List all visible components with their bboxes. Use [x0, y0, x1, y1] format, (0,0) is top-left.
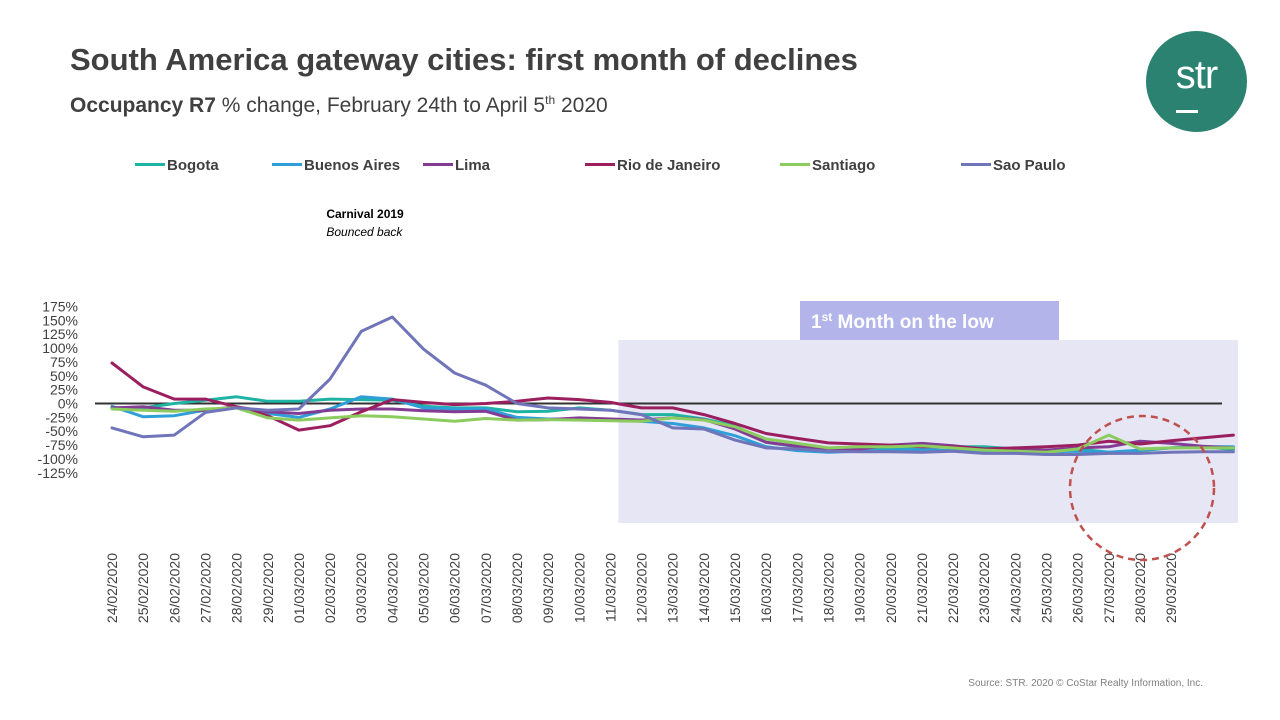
x-tick-label: 19/03/2020 — [852, 553, 868, 623]
legend-item: Buenos Aires — [272, 157, 400, 177]
x-tick-label: 28/03/2020 — [1132, 553, 1148, 623]
subtitle-year: 2020 — [555, 94, 608, 117]
subtitle-bold: Occupancy R7 — [70, 94, 216, 117]
x-tick-label: 17/03/2020 — [789, 553, 805, 623]
highlight-label-box — [800, 301, 1059, 340]
x-tick-label: 27/02/2020 — [197, 553, 213, 623]
series-line-rio-de-janeiro — [110, 361, 1235, 451]
legend-item: Santiago — [780, 157, 875, 177]
y-tick-label: -50% — [45, 423, 78, 439]
highlight-label: 1st Month on the low — [811, 310, 994, 333]
legend-label: Bogota — [167, 157, 219, 174]
x-tick-label: 24/02/2020 — [104, 553, 120, 623]
legend-label: Buenos Aires — [304, 157, 401, 174]
x-tick-label: 29/02/2020 — [260, 553, 276, 623]
x-tick-label: 10/03/2020 — [571, 553, 587, 623]
subtitle-text: % change, February 24th to April 5 — [215, 94, 546, 117]
x-tick-label: 25/02/2020 — [135, 553, 151, 623]
x-tick-label: 27/03/2020 — [1101, 553, 1117, 623]
y-tick-label: 25% — [50, 382, 78, 398]
legend-label: Sao Paulo — [993, 157, 1066, 174]
series-line-santiago — [110, 406, 1235, 454]
x-tick-label: 26/03/2020 — [1070, 553, 1086, 623]
y-tick-label: 75% — [50, 354, 78, 370]
x-tick-label: 15/03/2020 — [727, 553, 743, 623]
legend-swatch — [272, 162, 302, 166]
x-tick-label: 26/02/2020 — [166, 553, 182, 623]
page-subtitle: Occupancy R7 % change, February 24th to … — [70, 93, 608, 118]
legend-item: Lima — [423, 157, 490, 177]
page-title: South America gateway cities: first mont… — [70, 42, 858, 77]
legend-item: Sao Paulo — [961, 157, 1066, 177]
x-tick-label: 14/03/2020 — [696, 553, 712, 623]
legend-swatch — [423, 162, 453, 166]
legend-item: Bogota — [135, 157, 219, 177]
x-tick-label: 05/03/2020 — [416, 553, 432, 623]
rebound-highlight-circle — [1068, 414, 1216, 562]
x-tick-label: 03/03/2020 — [353, 553, 369, 623]
x-tick-label: 04/03/2020 — [384, 553, 400, 623]
subtitle-sup: th — [545, 93, 556, 107]
x-tick-label: 24/03/2020 — [1007, 553, 1023, 623]
source-note: Source: STR. 2020 © CoStar Realty Inform… — [968, 678, 1203, 689]
legend-label: Santiago — [812, 157, 876, 174]
x-tick-label: 23/03/2020 — [976, 553, 992, 623]
x-tick-label: 12/03/2020 — [634, 553, 650, 623]
y-tick-label: -125% — [38, 465, 78, 481]
series-line-sao-paulo — [110, 315, 1235, 456]
x-tick-label: 02/03/2020 — [322, 553, 338, 623]
x-tick-label: 06/03/2020 — [447, 553, 463, 623]
x-tick-label: 22/03/2020 — [945, 553, 961, 623]
x-tick-label: 09/03/2020 — [540, 553, 556, 623]
logo-underline — [1176, 110, 1198, 113]
y-tick-label: 0% — [58, 396, 78, 412]
x-tick-label: 13/03/2020 — [665, 553, 681, 623]
y-tick-label: 100% — [42, 340, 78, 356]
x-tick-label: 29/03/2020 — [1163, 553, 1179, 623]
logo-text: str — [1175, 53, 1218, 97]
x-tick-label: 18/03/2020 — [820, 553, 836, 623]
y-tick-label: -25% — [45, 409, 78, 425]
str-logo: str — [1146, 31, 1247, 132]
carnival-annotation: Carnival 2019 — [326, 207, 404, 221]
x-tick-label: 28/02/2020 — [229, 553, 245, 623]
x-tick-label: 21/03/2020 — [914, 553, 930, 623]
y-tick-label: 150% — [42, 312, 78, 328]
y-tick-label: -75% — [45, 437, 78, 453]
x-tick-label: 20/03/2020 — [883, 553, 899, 623]
legend-swatch — [135, 162, 165, 166]
x-tick-label: 07/03/2020 — [478, 553, 494, 623]
y-tick-label: 125% — [42, 326, 78, 342]
x-tick-label: 11/03/2020 — [602, 553, 618, 622]
legend-item: Rio de Janeiro — [585, 157, 720, 177]
y-tick-label: -100% — [38, 451, 78, 467]
x-tick-label: 25/03/2020 — [1039, 553, 1055, 623]
y-tick-label: 175% — [42, 298, 78, 314]
y-tick-label: 50% — [50, 368, 78, 384]
x-tick-label: 08/03/2020 — [509, 553, 525, 623]
legend-swatch — [961, 162, 991, 166]
legend-label: Lima — [455, 157, 491, 174]
x-tick-label: 01/03/2020 — [291, 553, 307, 623]
x-tick-label: 16/03/2020 — [758, 553, 774, 623]
legend-swatch — [780, 162, 810, 166]
legend-swatch — [585, 162, 615, 166]
carnival-annotation-sub: Bounced back — [326, 225, 403, 239]
legend-label: Rio de Janeiro — [617, 157, 721, 174]
